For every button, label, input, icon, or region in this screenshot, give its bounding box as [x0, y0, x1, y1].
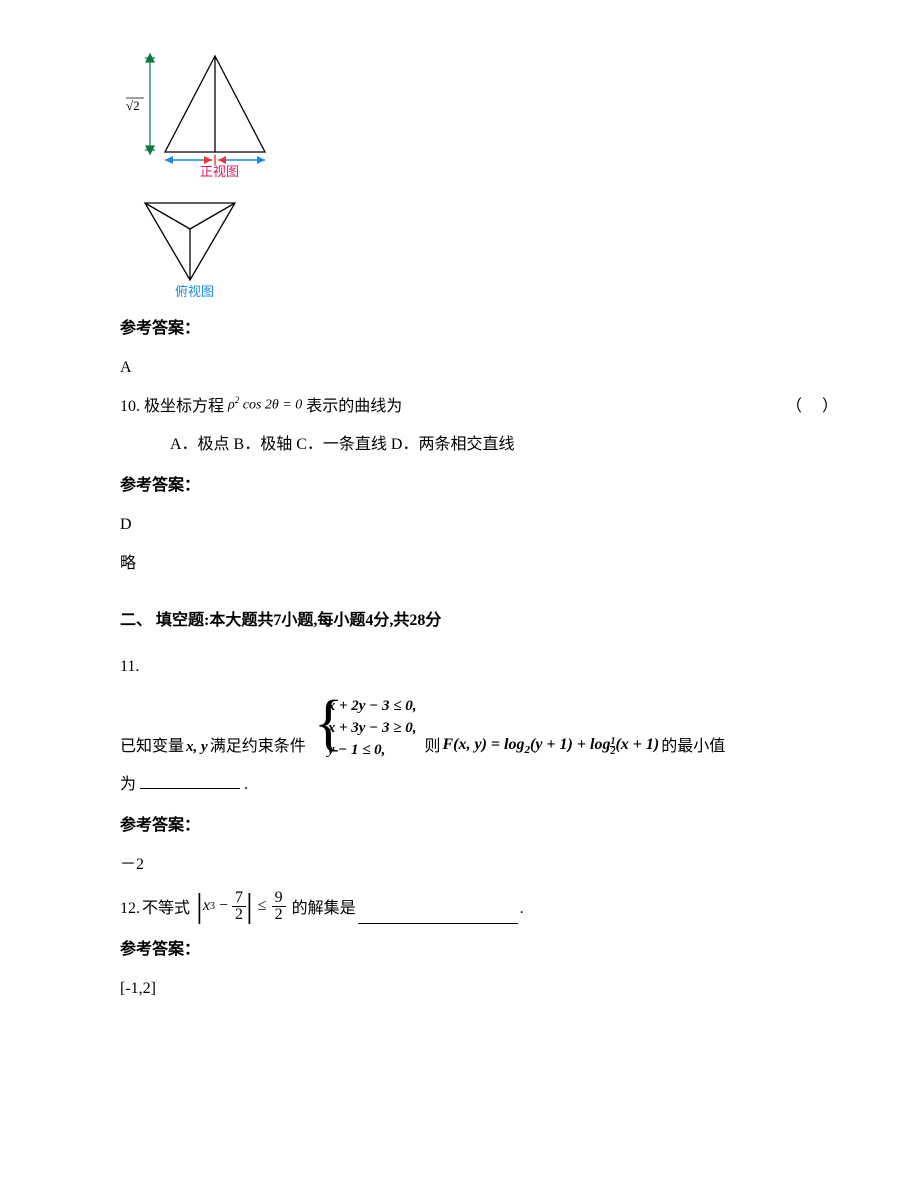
top-triangle-svg: 俯视图 — [120, 188, 260, 303]
q12-math: | x3 − 7 2 | ≤ 9 2 — [196, 890, 286, 924]
q11-line2: 为 — [120, 776, 136, 793]
q11-p2: 满足约束条件 — [210, 733, 306, 762]
q10-answer: D — [120, 511, 840, 540]
q10-math: ρ2 cos 2θ = 0 — [228, 392, 302, 418]
q11-period: . — [244, 776, 248, 793]
q11-line2-row: 为 . — [120, 771, 840, 800]
q10-answer-header: 参考答案： — [120, 472, 840, 501]
q10-before: 极坐标方程 — [144, 398, 224, 415]
q10-number: 10. — [120, 398, 140, 415]
q12-number: 12. — [120, 895, 140, 924]
q9-answer-header: 参考答案： — [120, 315, 840, 344]
q11-p3: 则 — [424, 733, 440, 762]
q10-options: A．极点 B．极轴 C．一条直线 D．两条相交直线 — [170, 431, 840, 460]
q11-answer: －2 — [120, 851, 840, 880]
q9-answer: A — [120, 354, 840, 383]
figure-front-view: √2 正视图 — [120, 40, 840, 180]
q10-after: 表示的曲线为 — [306, 398, 402, 415]
q11-xy: x, y — [186, 734, 208, 761]
front-caption: 正视图 — [200, 164, 239, 179]
q12-before: 不等式 — [142, 895, 190, 924]
q10-note: 略 — [120, 550, 840, 579]
q10-paren: （ ） — [786, 393, 840, 422]
q11-p4: 的最小值 — [661, 733, 725, 762]
dim-label-sqrt2: √2 — [126, 98, 140, 113]
q12-answer-header: 参考答案： — [120, 936, 840, 965]
q12-after: 的解集是 — [292, 895, 356, 924]
figure-top-view: 俯视图 — [120, 188, 840, 303]
q11-p1: 已知变量 — [120, 733, 184, 762]
q12-blank — [358, 907, 518, 924]
q11-line1: 已知变量 x, y 满足约束条件 { x + 2y − 3 ≤ 0, x + 3… — [120, 692, 840, 761]
q11-F: F(x, y) = log2(y + 1) + log12(x + 1) — [443, 731, 660, 761]
q10-stem-row: 10. 极坐标方程 ρ2 cos 2θ = 0 表示的曲线为 （ ） — [120, 393, 840, 422]
top-caption: 俯视图 — [175, 284, 214, 299]
q11-system: { x + 2y − 3 ≤ 0, x + 3y − 3 ≥ 0, y − 1 … — [314, 692, 417, 761]
q11-answer-header: 参考答案： — [120, 812, 840, 841]
q11-number: 11. — [120, 653, 840, 682]
q12-period: . — [520, 895, 524, 924]
q12-row: 12. 不等式 | x3 − 7 2 | ≤ 9 2 的解集是 . — [120, 890, 840, 924]
q12-answer: [-1,2] — [120, 975, 840, 1004]
section2-header: 二、 填空题:本大题共7小题,每小题4分,共28分 — [120, 607, 840, 636]
front-triangle-svg: √2 正视图 — [120, 40, 290, 180]
q11-blank — [140, 772, 240, 789]
